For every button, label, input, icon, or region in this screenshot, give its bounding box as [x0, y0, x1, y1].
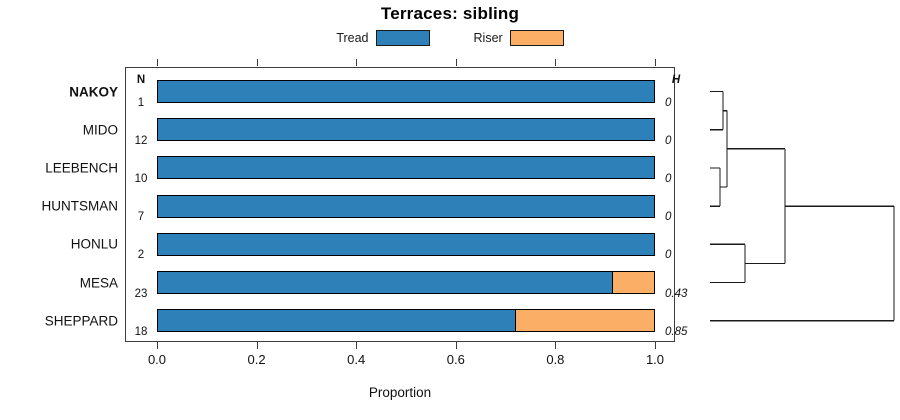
bar-row[interactable]: [157, 232, 655, 256]
x-tick-label: 1.0: [645, 352, 665, 367]
dendrogram-branches: [710, 90, 895, 322]
legend-item-tread[interactable]: Tread: [336, 30, 430, 46]
row-label-sheppard: SHEPPARD: [44, 313, 118, 329]
bar-segment-tread: [158, 119, 654, 141]
legend-swatch-riser: [509, 30, 564, 46]
x-tick-label: 0.4: [347, 352, 366, 367]
bar-segment-tread: [158, 195, 654, 217]
dendrogram-svg: [710, 90, 895, 322]
h-value: 0: [665, 96, 672, 109]
x-tick-top: [555, 59, 557, 66]
x-tick-label: 0.0: [147, 352, 167, 367]
x-tick-top: [655, 59, 656, 66]
h-value: 0.43: [665, 287, 688, 300]
x-tick-label: 0.2: [247, 352, 266, 367]
legend-label-riser: Riser: [473, 31, 503, 45]
n-value: 1: [137, 96, 145, 109]
h-value: 0: [665, 134, 672, 147]
bar-row[interactable]: [157, 118, 655, 142]
h-value: 0.85: [665, 325, 688, 338]
dendrogram: [676, 67, 900, 342]
x-axis-title: Proportion: [368, 385, 432, 400]
x-tick-top: [356, 59, 358, 66]
x-tick-top: [256, 59, 258, 66]
h-column-header: H: [671, 74, 681, 86]
n-value: 2: [137, 249, 145, 262]
n-value: 23: [134, 287, 148, 300]
bar-segment-tread: [158, 272, 612, 293]
x-tick-bottom: [256, 342, 258, 349]
x-tick-bottom: [356, 342, 358, 349]
bar-segment-riser: [611, 272, 654, 293]
x-tick-top: [455, 59, 457, 66]
bar-segment-tread: [158, 81, 654, 102]
chart-title: Terraces: sibling: [380, 4, 520, 23]
bar-row[interactable]: [157, 156, 655, 180]
x-tick-bottom: [655, 342, 656, 349]
x-tick-bottom: [555, 342, 557, 349]
x-tick-label: 0.8: [546, 352, 565, 367]
n-value: 10: [134, 172, 148, 185]
row-label-nakoy: NAKOY: [69, 84, 118, 99]
legend-item-riser[interactable]: Riser: [474, 30, 564, 46]
row-label-mesa: MESA: [79, 275, 118, 290]
n-value: 18: [134, 325, 148, 338]
x-tick-label: 0.6: [446, 352, 465, 367]
x-tick-bottom: [455, 342, 457, 349]
row-label-mido: MIDO: [82, 122, 118, 138]
row-label-leebench: LEEBENCH: [45, 160, 118, 176]
n-value: 7: [137, 211, 145, 224]
h-value: 0: [665, 249, 672, 262]
legend-label-tread: Tread: [336, 31, 369, 45]
bar-row[interactable]: [157, 194, 655, 218]
chart-legend: Tread Riser: [0, 28, 900, 48]
bar-row[interactable]: [157, 80, 655, 103]
bar-segment-tread: [158, 233, 654, 255]
row-label-honlu: HONLU: [70, 236, 118, 252]
row-label-huntsman: HUNTSMAN: [41, 198, 119, 214]
x-tick-bottom: [157, 342, 158, 349]
h-value: 0: [665, 211, 672, 224]
h-value: 0: [665, 172, 672, 185]
n-value: 12: [134, 134, 148, 147]
legend-swatch-tread: [375, 30, 430, 46]
n-column-header: N: [136, 74, 146, 86]
bar-segment-tread: [158, 310, 516, 332]
bar-row[interactable]: [157, 309, 655, 333]
x-tick-top: [157, 59, 158, 66]
bar-row[interactable]: [157, 271, 655, 294]
bar-segment-riser: [515, 310, 654, 332]
bar-segment-tread: [158, 157, 654, 179]
